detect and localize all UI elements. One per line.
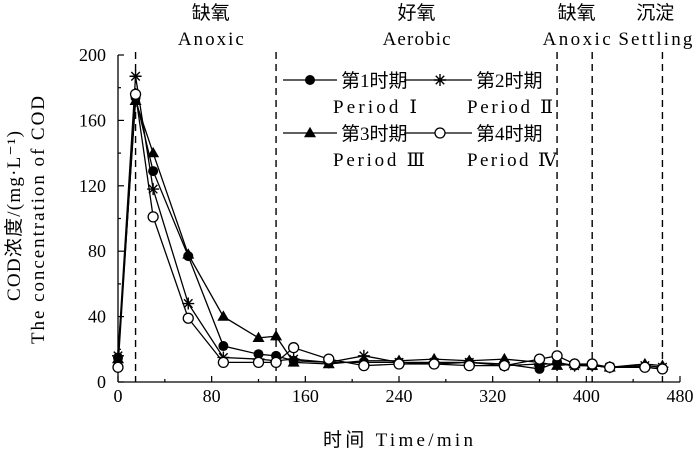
phase-name-zh: 好氧: [398, 2, 436, 24]
y-axis-label: COD浓度/(mg·L⁻¹): [3, 131, 25, 301]
legend-marker: [434, 127, 446, 139]
series-4-point: [604, 361, 616, 373]
series-4-point: [129, 88, 142, 100]
y-axis: 0 40 80 120 160 200: [79, 45, 124, 392]
y-tick-label: 200: [79, 45, 106, 65]
x-tick-label: 0: [114, 386, 123, 406]
legend-label: 第2时期: [476, 70, 543, 92]
series-4-point: [182, 312, 194, 324]
series-4-point: [639, 361, 651, 373]
data-series: [112, 70, 669, 375]
legend-label: 第3时期: [341, 123, 408, 145]
series-4: [112, 88, 669, 375]
x-axis: 0 80 160 240 320 400 480: [114, 376, 694, 406]
phase-boundary-lines: [134, 52, 664, 382]
series-3-point: [287, 356, 300, 367]
series-3-point: [551, 359, 564, 370]
series-4-point: [551, 350, 563, 362]
series-1-point: [218, 341, 229, 352]
phase-label-4: 沉淀 Settling: [618, 2, 693, 50]
legend-entry-2: 第2时期 Period Ⅱ: [404, 70, 553, 118]
legend-label: 第4时期: [476, 123, 543, 145]
series-4-point: [252, 356, 265, 369]
phase-name-zh: 缺氧: [558, 2, 596, 24]
y-tick-label: 160: [79, 110, 106, 130]
series-4-point: [586, 358, 598, 370]
phase-label-3: 缺氧 Anoxic: [543, 2, 611, 50]
y-tick-label: 80: [88, 241, 106, 261]
x-tick-label: 160: [292, 386, 319, 406]
series-2-point: [182, 297, 195, 310]
phase-name-zh: 沉淀: [636, 2, 674, 24]
legend-marker: [304, 126, 316, 138]
phase-name-en: Aerobic: [383, 29, 451, 50]
series-4-point: [358, 359, 370, 372]
series-3-point: [498, 352, 511, 364]
series-4-point: [270, 356, 282, 369]
series-4-point: [656, 363, 669, 375]
phase-name-en: Settling: [618, 29, 693, 50]
series-3-point: [270, 330, 283, 341]
series-2-point: [129, 70, 142, 83]
phase-label-1: 缺氧 Anoxic: [178, 2, 244, 50]
legend-label-en: Period Ⅲ: [333, 150, 425, 171]
x-axis-label: 时间 Time/min: [323, 429, 474, 451]
series-4-point: [217, 356, 230, 369]
x-tick-label: 320: [479, 386, 506, 406]
phase-name-zh: 缺氧: [192, 2, 230, 24]
x-tick-label: 400: [573, 386, 600, 406]
legend-label-en: Period Ⅰ: [333, 97, 417, 118]
series-4-point: [147, 211, 159, 223]
series-4-point: [463, 359, 475, 372]
y-tick-label: 40: [88, 307, 106, 327]
legend-entry-1: 第1时期 Period Ⅰ: [283, 70, 417, 118]
phase-label-2: 好氧 Aerobic: [383, 2, 451, 50]
series-4-point: [287, 342, 300, 354]
series-4-point: [323, 353, 335, 365]
series-2-line: [117, 76, 663, 368]
series-3-point: [217, 310, 230, 321]
x-tick-label: 240: [386, 386, 413, 406]
y-axis-label-en: The concentration of COD: [28, 96, 49, 344]
series-4-point: [428, 358, 440, 370]
phase-name-en: Anoxic: [543, 29, 611, 50]
legend-label-en: Period Ⅳ: [467, 150, 558, 171]
series-4-point: [568, 358, 581, 370]
legend-label-en: Period Ⅱ: [467, 97, 553, 118]
series-4-point: [498, 359, 511, 372]
x-tick-label: 480: [667, 386, 694, 406]
series-3-point: [182, 248, 195, 259]
legend-marker: [305, 75, 315, 85]
series-3-point: [252, 331, 265, 343]
series-3-point: [147, 146, 160, 158]
legend-entry-4: 第4时期 Period Ⅳ: [404, 123, 558, 171]
y-tick-label: 0: [97, 372, 106, 392]
series-2-point: [147, 183, 160, 196]
legend-entry-3: 第3时期 Period Ⅲ: [283, 123, 425, 171]
series-4-point: [112, 361, 124, 373]
phase-labels: 缺氧 Anoxic 好氧 Aerobic 缺氧 Anoxic 沉淀 Settling: [178, 2, 693, 50]
series-4-point: [393, 358, 405, 370]
phase-name-en: Anoxic: [178, 29, 244, 50]
series-4-point: [533, 353, 546, 365]
x-tick-label: 80: [203, 386, 221, 406]
legend-label: 第1时期: [341, 70, 408, 92]
y-tick-label: 120: [79, 176, 106, 196]
legend-marker: [434, 74, 446, 86]
